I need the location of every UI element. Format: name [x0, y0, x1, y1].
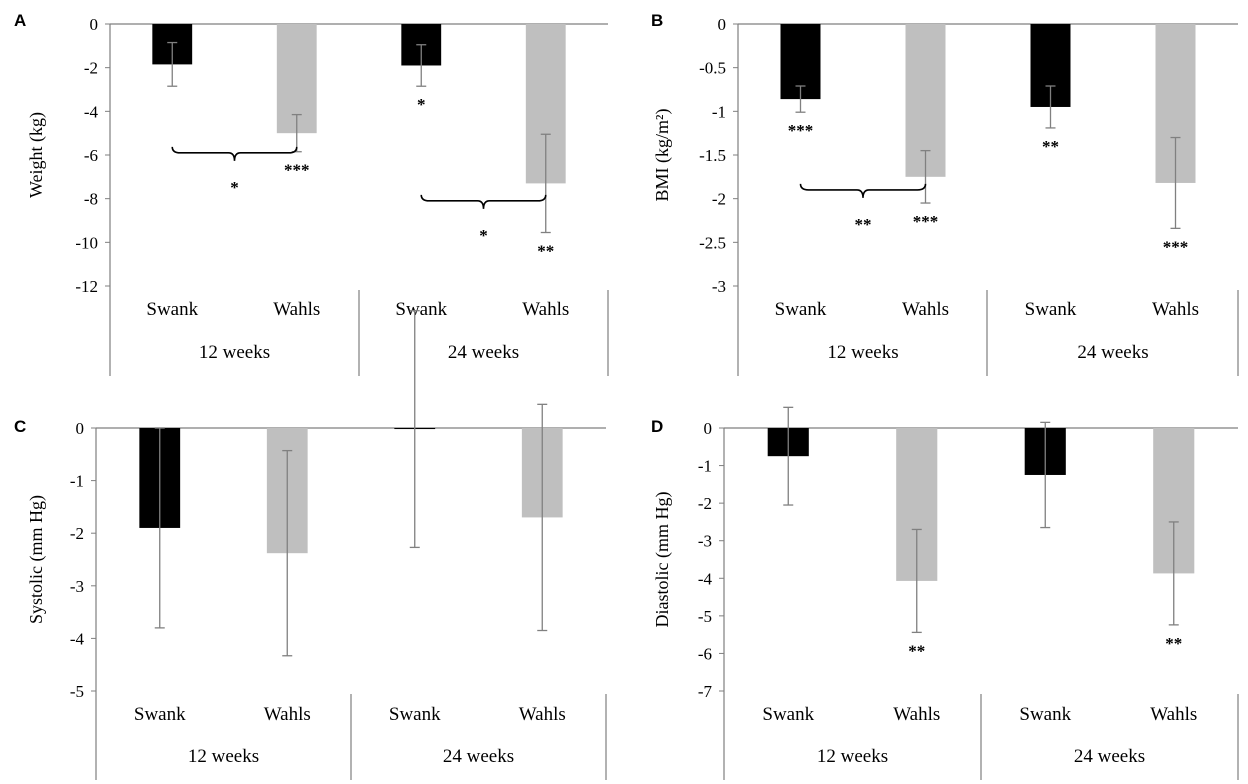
y-tick-label: -8 — [84, 190, 98, 209]
category-label: Wahls — [1152, 299, 1199, 320]
panel-letter-d: D — [651, 417, 663, 436]
significance-marker: ** — [537, 242, 554, 261]
y-tick-label: 0 — [704, 419, 713, 438]
significance-marker: ** — [908, 641, 925, 660]
y-tick-label: -2.5 — [699, 233, 726, 252]
group-label: 24 weeks — [1077, 342, 1148, 363]
y-tick-label: -4 — [698, 569, 713, 588]
group-label: 12 weeks — [188, 746, 259, 767]
comparison-bracket — [171, 146, 298, 161]
y-tick-label: -5 — [698, 607, 712, 626]
y-tick-label: -4 — [84, 102, 99, 121]
category-label: Swank — [775, 299, 827, 320]
y-tick-label: -7 — [698, 682, 713, 701]
category-label: Swank — [762, 704, 814, 725]
y-tick-label: -0.5 — [699, 59, 726, 78]
y-tick-label: -6 — [84, 146, 98, 165]
comparison-bracket — [799, 183, 927, 198]
comparison-bracket — [420, 194, 547, 209]
y-tick-label: -2 — [698, 494, 712, 513]
category-label: Swank — [146, 299, 198, 320]
y-tick-label: -2 — [70, 524, 84, 543]
y-axis-title: Diastolic (mm Hg) — [652, 492, 673, 628]
y-tick-label: 0 — [90, 15, 99, 34]
category-label: Swank — [395, 299, 447, 320]
y-tick-label: -2 — [84, 59, 98, 78]
y-tick-label: -1 — [70, 472, 84, 491]
group-label: 24 weeks — [1074, 746, 1145, 767]
category-label: Wahls — [273, 299, 320, 320]
y-tick-label: -1.5 — [699, 146, 726, 165]
category-label: Wahls — [522, 299, 569, 320]
panel-letter-c: C — [14, 417, 26, 436]
y-tick-label: -1 — [698, 457, 712, 476]
group-label: 24 weeks — [448, 342, 519, 363]
group-label: 12 weeks — [817, 746, 888, 767]
comparison-significance: * — [230, 178, 239, 197]
significance-marker: * — [417, 95, 426, 114]
y-tick-label: -10 — [75, 233, 98, 252]
y-tick-label: -3 — [698, 532, 712, 551]
significance-marker: ** — [1042, 137, 1059, 156]
category-label: Wahls — [1150, 704, 1197, 725]
group-label: 12 weeks — [199, 342, 270, 363]
y-tick-label: -4 — [70, 629, 85, 648]
significance-marker: *** — [788, 121, 814, 140]
panel-letter-b: B — [651, 11, 663, 30]
significance-marker: *** — [284, 161, 310, 180]
comparison-significance: * — [479, 226, 488, 245]
significance-marker: *** — [1163, 237, 1189, 256]
group-label: 24 weeks — [443, 746, 514, 767]
panel-a: 0 -2 -4 -6 -8 -10 -12 Weight (kg) 12 weeks Swank *… — [26, 15, 609, 376]
y-tick-label: -3 — [70, 577, 84, 596]
y-axis-title: Weight (kg) — [26, 112, 47, 198]
y-tick-label: -1 — [712, 102, 726, 121]
y-tick-label: -6 — [698, 644, 712, 663]
category-label: Wahls — [519, 704, 566, 725]
y-tick-label: -12 — [75, 277, 98, 296]
panel-d: 0 -1 -2 -3 -4 -5 -6 -7 Diastolic (mm Hg) 12 weeks… — [652, 406, 1239, 780]
category-label: Swank — [389, 704, 441, 725]
category-label: Wahls — [893, 704, 940, 725]
category-label: Wahls — [264, 704, 311, 725]
y-tick-label: 0 — [76, 419, 85, 438]
y-axis-title: Systolic (mm Hg) — [26, 495, 47, 624]
category-label: Swank — [1025, 299, 1077, 320]
comparison-significance: ** — [855, 215, 872, 234]
y-tick-label: 0 — [718, 15, 727, 34]
category-label: Wahls — [902, 299, 949, 320]
y-tick-label: -3 — [712, 277, 726, 296]
significance-marker: ** — [1165, 634, 1182, 653]
group-label: 12 weeks — [827, 342, 898, 363]
y-tick-label: -5 — [70, 682, 84, 701]
category-label: Swank — [134, 704, 186, 725]
y-tick-label: -2 — [712, 190, 726, 209]
panel-b: 0 -0.5 -1 -1.5 -2 -2.5 -3 BMI (kg/m²) 12 weeks **… — [652, 15, 1239, 376]
y-axis-title: BMI (kg/m²) — [652, 109, 673, 202]
panel-letter-a: A — [14, 11, 26, 30]
significance-marker: *** — [913, 212, 939, 231]
category-label: Swank — [1019, 704, 1071, 725]
